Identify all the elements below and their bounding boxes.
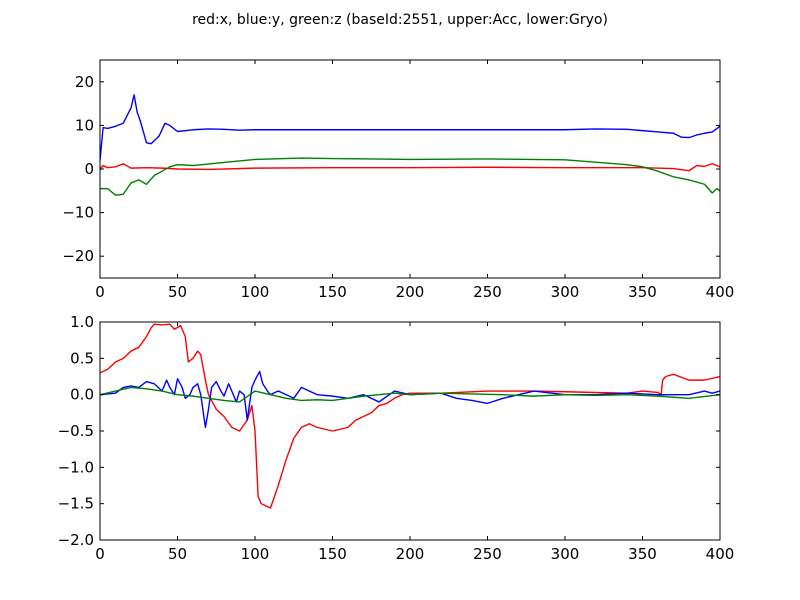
lower-x-tick-label: 50: [168, 545, 187, 563]
upper-y-tick-label: −20: [62, 247, 94, 265]
lower-x-tick-label: 0: [95, 545, 105, 563]
lower-y-tick-label: 0.5: [70, 349, 94, 367]
lower-x-tick-label: 200: [396, 545, 425, 563]
upper-y-tick-label: −10: [62, 204, 94, 222]
upper-series-line-blue: [100, 94, 720, 161]
upper-x-tick-label: 100: [241, 283, 270, 301]
lower-y-tick-label: −1.5: [58, 495, 94, 513]
lower-plot-gyro: 0 50 100 150 200 250 300 350 400 −2.0 −1.5 −1.0 −0.5…: [58, 313, 735, 563]
upper-series-line-red: [100, 163, 720, 172]
upper-y-tick-label: 0: [84, 160, 94, 178]
upper-x-tick-label: 150: [318, 283, 347, 301]
lower-series-line-red: [100, 323, 720, 509]
figure-title: red:x, blue:y, green:z (baseId:2551, upp…: [192, 12, 608, 28]
lower-x-tick-label: 300: [551, 545, 580, 563]
lower-x-tick-label: 100: [241, 545, 270, 563]
upper-x-tick-label: 350: [628, 283, 657, 301]
lower-y-tick-label: −0.5: [58, 422, 94, 440]
lower-x-tick-label: 250: [473, 545, 502, 563]
upper-series-line-green: [100, 157, 720, 196]
lower-x-tick-label: 400: [706, 545, 735, 563]
upper-y-tick-label: 20: [75, 73, 94, 91]
upper-x-tick-label: 400: [706, 283, 735, 301]
lower-series-line-green: [100, 386, 720, 403]
upper-x-tick-label: 300: [551, 283, 580, 301]
upper-x-tick-label: 200: [396, 283, 425, 301]
lower-series-group: [100, 323, 720, 509]
upper-series-group: [100, 94, 720, 196]
upper-y-tick-label: 10: [75, 116, 94, 134]
lower-y-tick-label: 0.0: [70, 386, 94, 404]
upper-plot-acc: 0 50 100 150 200 250 300 350 400 −20 −10 0 10 20: [62, 59, 735, 301]
lower-series-line-blue: [100, 370, 720, 429]
upper-x-tick-label: 50: [168, 283, 187, 301]
lower-x-tick-label: 150: [318, 545, 347, 563]
lower-y-tick-label: 1.0: [70, 313, 94, 331]
lower-y-tick-label: −1.0: [58, 458, 94, 476]
lower-x-tick-label: 350: [628, 545, 657, 563]
upper-x-tick-label: 0: [95, 283, 105, 301]
upper-x-tick-label: 250: [473, 283, 502, 301]
lower-y-tick-label: −2.0: [58, 531, 94, 549]
